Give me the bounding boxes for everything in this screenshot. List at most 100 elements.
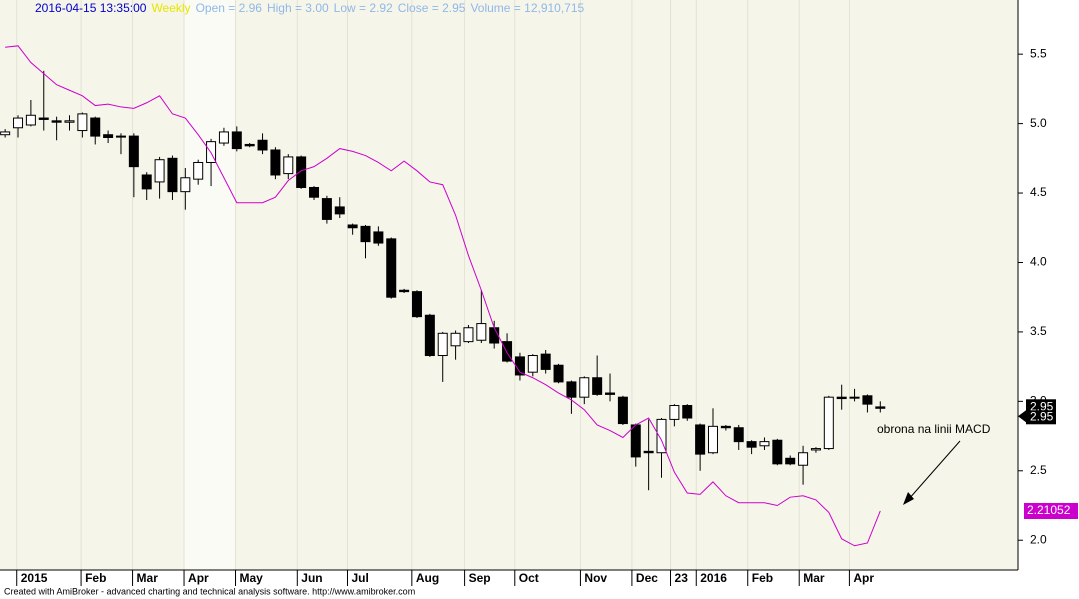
- y-tick-label: 3.5: [1030, 324, 1047, 338]
- candle-body: [38, 117, 49, 120]
- candle-body: [399, 289, 410, 293]
- candle-body: [128, 135, 139, 168]
- candle-body: [347, 224, 358, 229]
- header-field: Weekly: [151, 1, 190, 15]
- header-field: High = 3.00: [267, 1, 329, 15]
- candle-body: [566, 381, 577, 398]
- header-field: Close = 2.95: [398, 1, 466, 15]
- x-tick-label: Nov: [584, 571, 607, 585]
- candle-body: [643, 450, 654, 454]
- month-band: [184, 0, 236, 570]
- candle-body: [605, 392, 616, 395]
- candle-body: [669, 405, 680, 420]
- candle-body: [836, 396, 847, 400]
- y-tick-label: 2.5: [1030, 463, 1047, 477]
- candle-body: [334, 206, 345, 215]
- candle-body: [553, 364, 564, 383]
- candle-body: [437, 332, 448, 357]
- candle-body: [720, 425, 731, 429]
- candle-body: [656, 418, 667, 454]
- candle-body: [772, 439, 783, 465]
- candle-body: [450, 332, 461, 347]
- x-tick-label: 2016: [700, 571, 727, 585]
- candle-body: [193, 161, 204, 180]
- candle-body: [592, 377, 603, 395]
- footer: Created with AmiBroker - advanced charti…: [4, 586, 415, 596]
- overlay-line: [5, 45, 881, 547]
- candle-body: [25, 114, 36, 126]
- candle-body: [862, 395, 873, 405]
- x-tick-label: May: [240, 571, 264, 585]
- candle-body: [682, 405, 693, 419]
- candle-body: [424, 314, 435, 357]
- y-tick-label: 5.0: [1030, 116, 1047, 130]
- x-tick-label: 2015: [21, 571, 48, 585]
- candle-body: [527, 355, 538, 373]
- candle-body: [64, 120, 75, 123]
- header-field: Low = 2.92: [334, 1, 393, 15]
- x-tick-label: Dec: [636, 571, 658, 585]
- overlay-last-box: [1024, 502, 1078, 519]
- candle-body: [502, 341, 513, 362]
- overlay-last-label: 2.21052: [1027, 503, 1071, 517]
- candle-body: [823, 396, 834, 450]
- x-tick-label: Jul: [351, 571, 368, 585]
- header-field: 2016-04-15 13:35:00: [35, 1, 147, 15]
- candle-body: [257, 139, 268, 151]
- candle-body: [180, 177, 191, 193]
- candle-body: [103, 134, 114, 138]
- candle-body: [476, 323, 487, 341]
- candle-body: [810, 448, 821, 451]
- candle-body: [296, 156, 307, 188]
- y-tick-label: 4.5: [1030, 185, 1047, 199]
- candle-body: [13, 117, 24, 129]
- candle-body: [51, 120, 62, 123]
- candle-body: [759, 441, 770, 447]
- last-close-box: [1026, 410, 1056, 425]
- candle-body: [540, 353, 551, 370]
- candle-body: [321, 198, 332, 220]
- candle-body: [309, 186, 320, 198]
- candle-body: [746, 441, 757, 448]
- x-tick-label: Aug: [416, 571, 439, 585]
- candle-body: [785, 457, 796, 465]
- candle-body: [489, 327, 500, 344]
- header-field: Volume = 12,910,715: [470, 1, 584, 15]
- candle-body: [386, 238, 397, 298]
- x-tick-label: 23: [675, 571, 689, 585]
- y-tick-label: 4.0: [1030, 255, 1047, 269]
- plot-background: [0, 0, 1018, 570]
- arrow-head: [903, 492, 914, 505]
- x-tick-label: Apr: [188, 571, 209, 585]
- candle-body: [77, 113, 88, 132]
- x-tick-label: Feb: [752, 571, 773, 585]
- x-tick-label: Mar: [803, 571, 825, 585]
- candle-body: [373, 231, 384, 244]
- candle-body: [617, 396, 628, 425]
- candle-body: [154, 159, 165, 183]
- candle-body: [218, 131, 229, 144]
- candle-body: [579, 377, 590, 398]
- x-tick-label: Apr: [853, 571, 874, 585]
- candle-body: [875, 406, 886, 409]
- x-tick-label: Jun: [301, 571, 322, 585]
- candle-body: [849, 396, 860, 399]
- candle-body: [360, 225, 371, 243]
- candle-body: [283, 156, 294, 175]
- annotation: obrona na linii MACD: [877, 422, 991, 436]
- y-tick-label: 2.0: [1030, 532, 1047, 546]
- candle-body: [244, 143, 255, 147]
- header: 2016-04-15 13:35:00 Weekly Open = 2.96 High…: [35, 1, 585, 15]
- candle-body: [90, 117, 101, 137]
- last-close-label: 2.95: [1030, 399, 1054, 413]
- candle-body: [0, 131, 11, 136]
- candle-body: [167, 157, 178, 193]
- candle-body: [463, 327, 474, 343]
- candle-body: [411, 291, 422, 318]
- x-tick-label: Feb: [85, 571, 106, 585]
- x-tick-label: Sep: [469, 571, 491, 585]
- candle-body: [141, 174, 152, 190]
- candle-body: [707, 425, 718, 454]
- last-close-label: 2.95: [1030, 409, 1054, 423]
